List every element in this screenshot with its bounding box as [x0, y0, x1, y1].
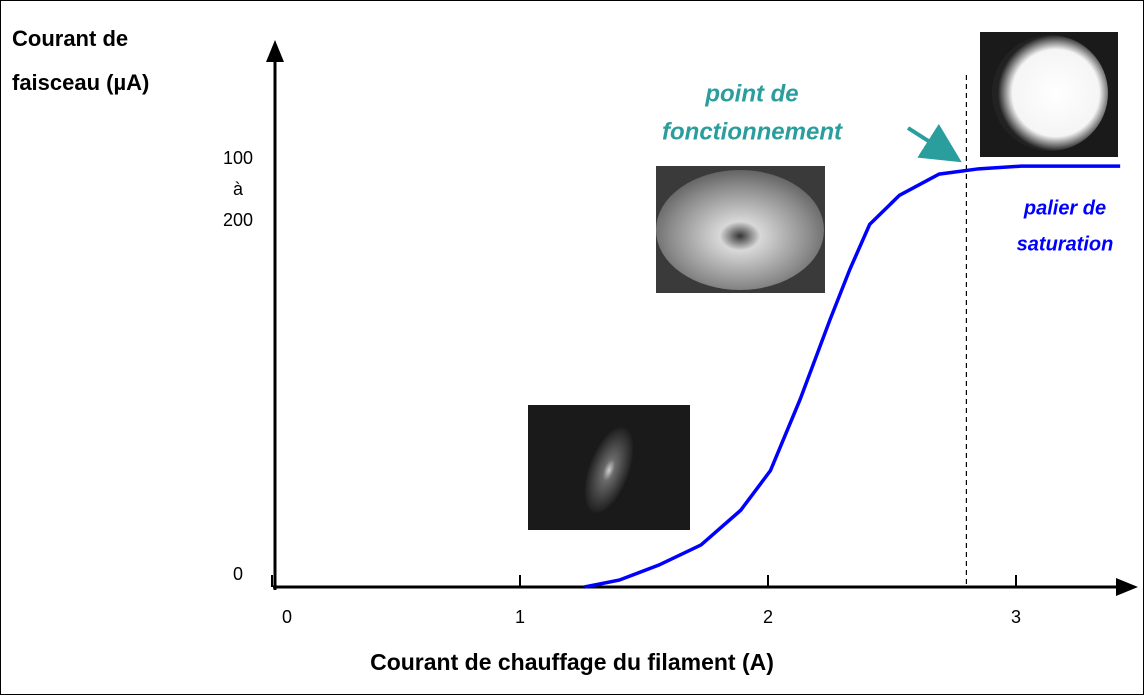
image-high-spot: [992, 35, 1108, 151]
chart: Courant de chauffage du filament (A) Cou…: [0, 0, 1144, 695]
x-tick-label: 1: [515, 607, 525, 627]
y-axis-label: Courant de: [12, 26, 128, 51]
page: Courant de chauffage du filament (A) Cou…: [0, 0, 1144, 695]
x-tick-label: 3: [1011, 607, 1021, 627]
x-tick-label: 0: [282, 607, 292, 627]
image-mid-spot: [656, 170, 824, 290]
annotation: palier de: [1023, 197, 1106, 219]
y-tick-label: 0: [233, 564, 243, 584]
y-axis-label: faisceau (µA): [12, 70, 149, 95]
annotation: point de: [704, 80, 798, 107]
frame: [1, 1, 1144, 695]
x-tick-label: 2: [763, 607, 773, 627]
annotation: fonctionnement: [662, 118, 843, 145]
x-axis-label: Courant de chauffage du filament (A): [370, 649, 774, 675]
annotation: saturation: [1017, 233, 1114, 255]
